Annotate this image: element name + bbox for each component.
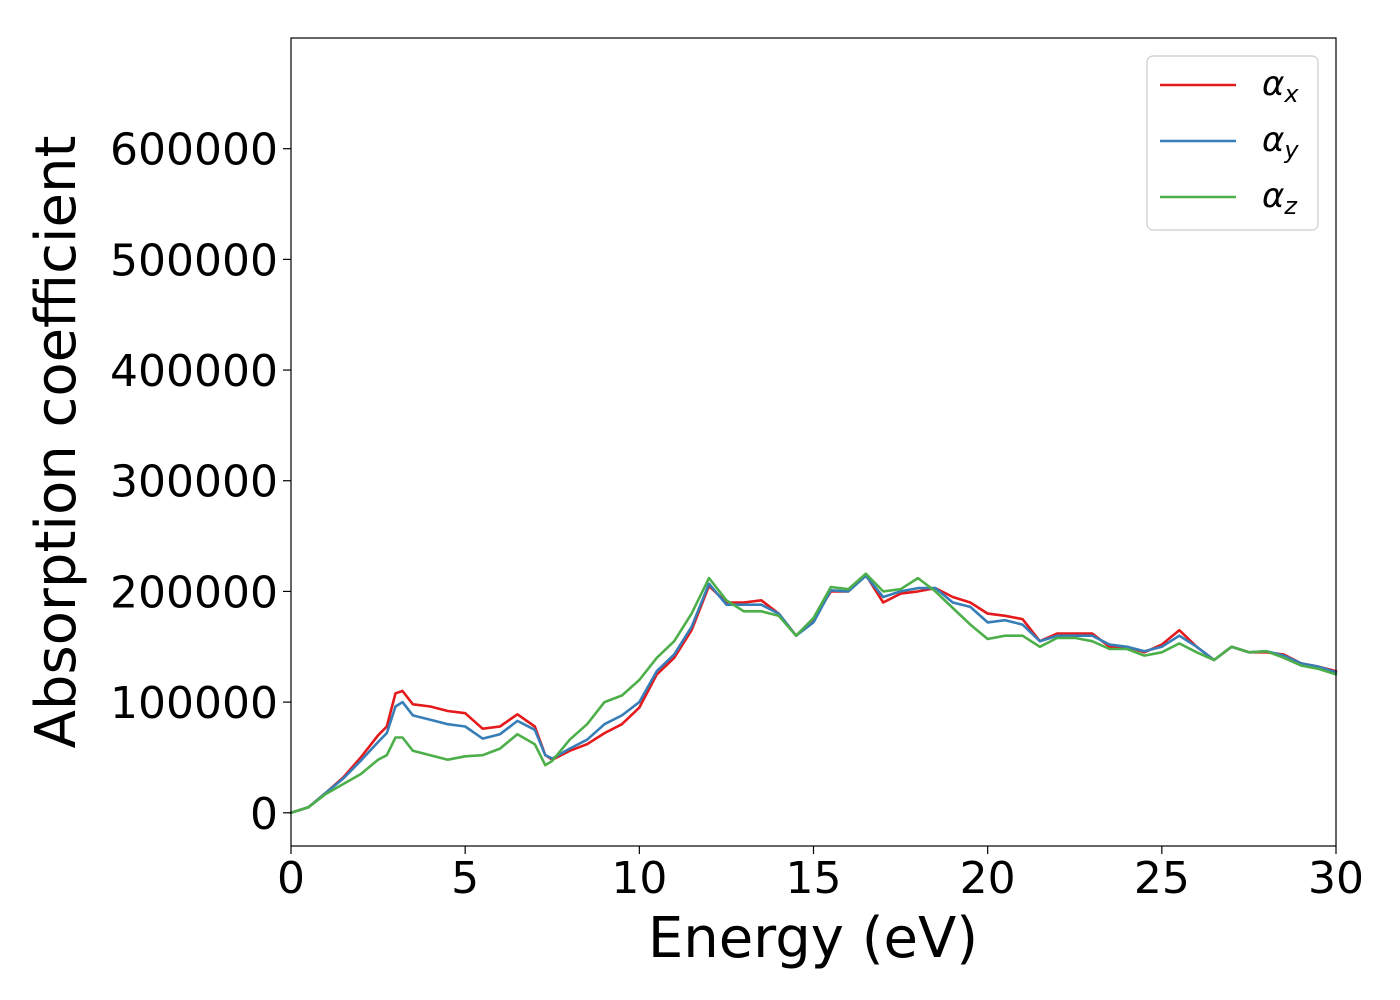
series-line-3 xyxy=(289,572,1338,815)
x-axis-label: Energy (eV) xyxy=(648,906,978,971)
legend-box xyxy=(1146,55,1319,231)
y-tick-label: 0 xyxy=(250,789,278,840)
legend-label-1: αx xyxy=(1262,64,1299,108)
legend-label-3: αz xyxy=(1262,176,1298,220)
legend: αx αy αz xyxy=(1146,55,1319,231)
x-tick-label: 20 xyxy=(960,853,1016,904)
x-tick-label: 25 xyxy=(1134,853,1190,904)
legend-label-2: αy xyxy=(1262,120,1299,164)
plot-lines xyxy=(289,572,1338,815)
x-tick-label: 5 xyxy=(451,853,479,904)
y-tick-label: 500000 xyxy=(110,235,278,286)
x-tick-label: 30 xyxy=(1308,853,1364,904)
y-tick-label: 300000 xyxy=(110,457,278,508)
x-tick-label: 0 xyxy=(277,853,305,904)
y-tick-label: 200000 xyxy=(110,567,278,618)
y-tick-label: 100000 xyxy=(110,678,278,729)
x-axis: 0 5 10 15 20 25 30 xyxy=(277,846,1364,904)
y-tick-label: 400000 xyxy=(110,346,278,397)
x-tick-label: 10 xyxy=(611,853,667,904)
x-tick-label: 15 xyxy=(786,853,842,904)
y-axis: 0 100000 200000 300000 400000 500000 600000 xyxy=(110,125,291,840)
y-tick-label: 600000 xyxy=(110,125,278,176)
y-axis-label: Absorption coefficient xyxy=(24,136,89,749)
